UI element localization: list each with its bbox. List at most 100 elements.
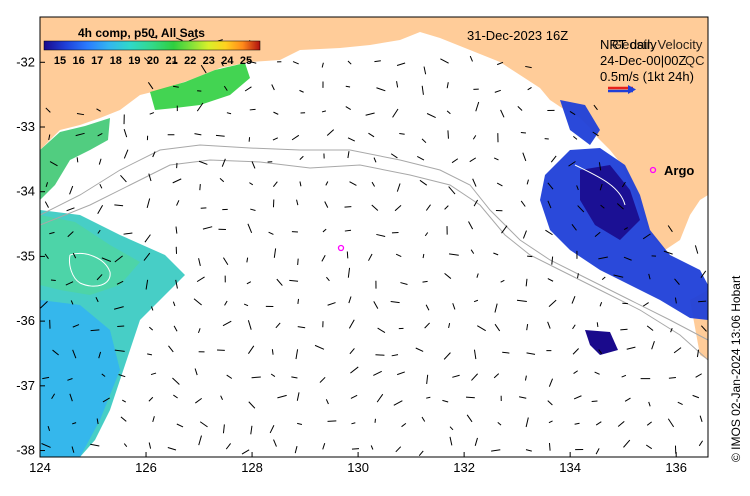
legend-line2-b: QC <box>685 53 705 68</box>
velocity-arrow <box>246 257 249 263</box>
velocity-arrow <box>470 249 475 254</box>
velocity-arrow <box>493 373 500 379</box>
velocity-arrow <box>314 344 325 350</box>
velocity-arrow <box>550 155 557 163</box>
velocity-arrow <box>270 373 276 377</box>
velocity-arrow <box>497 421 502 426</box>
velocity-arrow <box>400 282 408 286</box>
velocity-arrow <box>95 297 99 303</box>
velocity-arrow <box>572 324 576 330</box>
velocity-arrow <box>101 257 112 262</box>
velocity-arrow <box>392 108 399 118</box>
velocity-arrow <box>194 368 198 376</box>
colorbar: 4h comp, p50, All Sats 15 16 17 18 19 20 21 22 2… <box>43 26 261 67</box>
velocity-arrow <box>393 400 403 406</box>
velocity-arrow <box>673 347 682 354</box>
velocity-arrow <box>123 443 128 448</box>
velocity-arrow <box>516 299 527 303</box>
velocity-arrow <box>596 322 599 328</box>
velocity-arrow <box>645 444 653 450</box>
velocity-arrow <box>424 322 430 329</box>
velocity-arrow <box>40 300 48 309</box>
velocity-arrow <box>473 299 479 303</box>
velocity-arrow <box>273 111 279 115</box>
velocity-arrow <box>648 401 651 407</box>
velocity-arrow <box>76 112 85 116</box>
velocity-arrow <box>547 321 551 329</box>
velocity-arrow <box>75 132 85 137</box>
velocity-arrow <box>527 87 532 91</box>
velocity-arrow <box>668 377 676 379</box>
y-tick-label: -35 <box>16 248 35 263</box>
velocity-arrow <box>172 301 176 307</box>
velocity-arrow <box>48 134 51 141</box>
velocity-arrow <box>594 231 601 238</box>
velocity-arrow <box>422 253 425 259</box>
velocity-arrow <box>96 418 99 425</box>
velocity-arrow <box>443 352 451 360</box>
x-tick-label: 128 <box>241 460 263 475</box>
velocity-arrow <box>421 416 426 422</box>
velocity-arrow <box>623 227 628 230</box>
velocity-arrow <box>600 204 605 209</box>
velocity-arrow <box>418 450 424 457</box>
velocity-arrow <box>421 138 427 144</box>
velocity-arrow <box>624 397 631 402</box>
velocity-arrow <box>576 185 579 191</box>
argo-label: Argo <box>664 163 694 178</box>
velocity-arrow <box>373 301 379 309</box>
velocity-arrow <box>472 178 477 187</box>
velocity-arrow <box>299 181 302 187</box>
velocity-arrow <box>44 201 49 208</box>
velocity-arrow <box>199 184 201 191</box>
velocity-arrow <box>592 131 599 137</box>
velocity-arrow <box>446 110 451 115</box>
velocity-arrow <box>150 372 157 376</box>
velocity-arrow <box>292 61 299 65</box>
velocity-arrow <box>148 396 154 402</box>
bathymetry-contour-2 <box>40 159 708 361</box>
velocity-arrow <box>425 204 431 211</box>
velocity-arrow <box>299 155 304 161</box>
velocity-arrow <box>465 396 475 399</box>
velocity-arrow <box>220 62 224 67</box>
velocity-arrow <box>371 181 376 187</box>
velocity-arrow <box>448 323 451 329</box>
velocity-arrow <box>296 199 299 206</box>
legend-line1-b: Geostr. Velocity <box>612 37 703 52</box>
velocity-arrow <box>518 396 527 399</box>
velocity-arrow <box>72 252 77 259</box>
y-tick-label: -32 <box>16 54 35 69</box>
velocity-arrow <box>376 233 386 238</box>
velocity-arrow <box>571 224 577 231</box>
velocity-arrow <box>172 377 180 385</box>
velocity-arrow <box>699 415 703 422</box>
velocity-arrow <box>123 129 128 138</box>
velocity-arrow <box>599 301 603 307</box>
velocity-arrow <box>522 152 527 162</box>
velocity-arrow <box>193 298 202 306</box>
velocity-arrow <box>598 349 603 354</box>
velocity-legend: NRT daily Geostr. Velocity 24-Dec-00|00Z… <box>600 37 705 94</box>
velocity-arrow <box>219 177 225 183</box>
velocity-arrow <box>151 306 154 311</box>
colorbar-tick-label: 20 <box>147 55 159 67</box>
colorbar-gradient <box>43 40 261 51</box>
velocity-arrow <box>147 82 154 90</box>
velocity-arrow <box>101 373 106 377</box>
velocity-arrow <box>215 134 225 137</box>
velocity-arrow <box>698 300 707 303</box>
velocity-arrow <box>117 325 125 327</box>
velocity-arrow <box>451 158 459 164</box>
velocity-arrow <box>322 443 326 450</box>
velocity-arrow <box>351 448 360 450</box>
colorbar-tick-label: 22 <box>184 55 196 67</box>
velocity-arrow <box>220 395 223 400</box>
velocity-arrow <box>196 102 204 112</box>
velocity-arrow <box>547 278 554 282</box>
velocity-arrow <box>494 303 498 313</box>
velocity-arrow <box>396 183 401 192</box>
velocity-arrow <box>695 373 702 378</box>
colorbar-tick-label: 24 <box>221 55 234 67</box>
velocity-arrow <box>376 87 386 92</box>
